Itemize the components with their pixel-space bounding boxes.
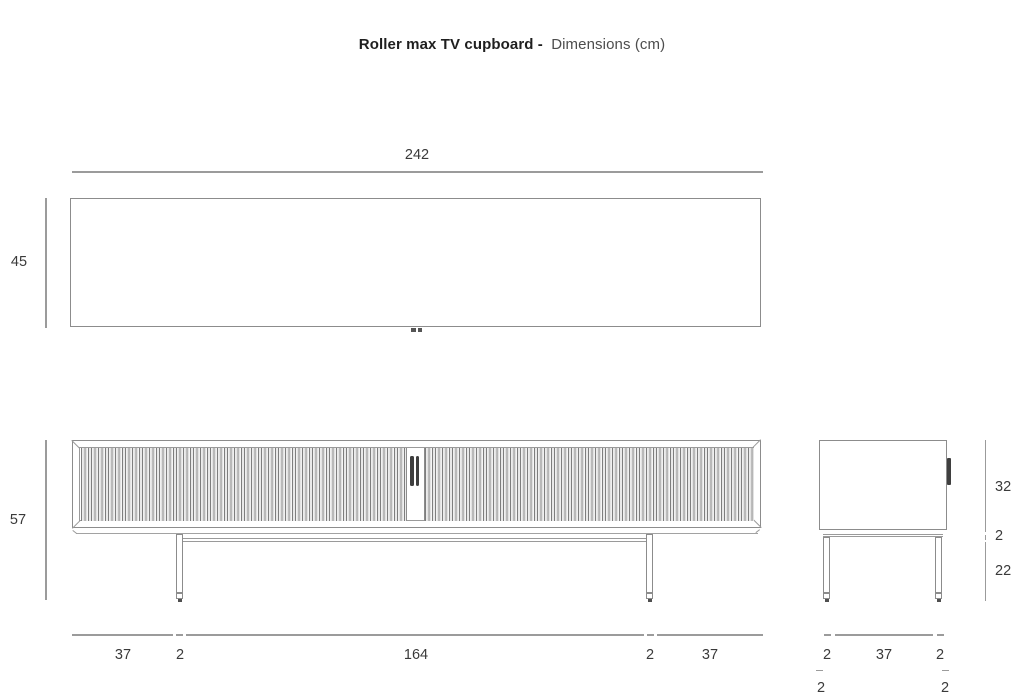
dim-label-side-2-right: 2	[935, 647, 945, 663]
dim-label-depth-45: 45	[10, 254, 28, 270]
front-leg-right	[646, 534, 653, 593]
side-body-outline	[819, 440, 947, 530]
leg-rail-side	[822, 533, 943, 537]
dim-label-height-57: 57	[9, 512, 27, 528]
front-foot-pad-left	[177, 598, 182, 602]
dim-seg-22	[984, 542, 986, 601]
tambour-door-right	[424, 448, 754, 521]
dim-label-width-242: 242	[404, 147, 430, 163]
side-foot-pad-right	[936, 598, 941, 602]
front-leg-left	[176, 534, 183, 593]
page-title: Roller max TV cupboard - Dimensions (cm)	[0, 36, 1024, 53]
dim-seg-side-37	[835, 634, 933, 636]
leg-rail-front	[183, 537, 647, 542]
tambour-door-left	[80, 448, 407, 521]
dim-label-32: 32	[995, 479, 1012, 495]
base-edge-line	[76, 532, 758, 534]
door-handle-right	[415, 456, 419, 486]
dim-line-width-242	[72, 171, 763, 173]
dim-label-2-rail: 2	[995, 528, 1004, 544]
dim-label-side-2-left: 2	[822, 647, 832, 663]
front-foot-pad-right	[647, 598, 652, 602]
dim-seg-2-right	[647, 634, 654, 636]
title-subtitle: Dimensions (cm)	[551, 36, 666, 53]
dim-seg-side-2-left	[824, 634, 831, 636]
dim-seg-2-rail	[984, 534, 986, 540]
front-foot-right	[646, 592, 653, 599]
dim-label-2-left: 2	[175, 647, 185, 663]
dim-seg-37-right	[657, 634, 763, 636]
dim-seg-2-left	[176, 634, 183, 636]
door-handle-left	[410, 456, 414, 486]
handle-mark-left	[411, 327, 416, 332]
product-name: Roller max TV cupboard -	[358, 36, 543, 53]
dim-seg-side-2-right	[937, 634, 944, 636]
side-foot-pad-left	[824, 598, 829, 602]
dim-label-37-left: 37	[114, 647, 132, 663]
dim-seg-37-left	[72, 634, 173, 636]
side-leg-right	[935, 536, 942, 593]
dim-seg-164	[186, 634, 644, 636]
dim-seg-foot-2-left	[816, 669, 823, 671]
dim-line-height-57	[45, 440, 47, 600]
handle-mark-right	[417, 327, 422, 332]
dim-label-foot-2-right: 2	[940, 680, 950, 696]
dim-label-2-right: 2	[645, 647, 655, 663]
top-view-outline	[70, 198, 761, 327]
side-handle	[946, 458, 951, 485]
front-foot-left	[176, 592, 183, 599]
dim-label-side-37: 37	[875, 647, 893, 663]
side-leg-left	[823, 536, 830, 593]
base-edge-left-bevel	[72, 530, 77, 534]
dim-label-22: 22	[995, 563, 1012, 579]
dim-seg-32	[984, 440, 986, 532]
dim-label-foot-2-left: 2	[816, 680, 826, 696]
dim-label-164: 164	[403, 647, 429, 663]
side-foot-right	[935, 592, 942, 599]
dim-line-depth-45	[45, 198, 47, 328]
dim-seg-foot-2-right	[941, 669, 949, 671]
side-foot-left	[823, 592, 830, 599]
dim-label-37-right: 37	[701, 647, 719, 663]
